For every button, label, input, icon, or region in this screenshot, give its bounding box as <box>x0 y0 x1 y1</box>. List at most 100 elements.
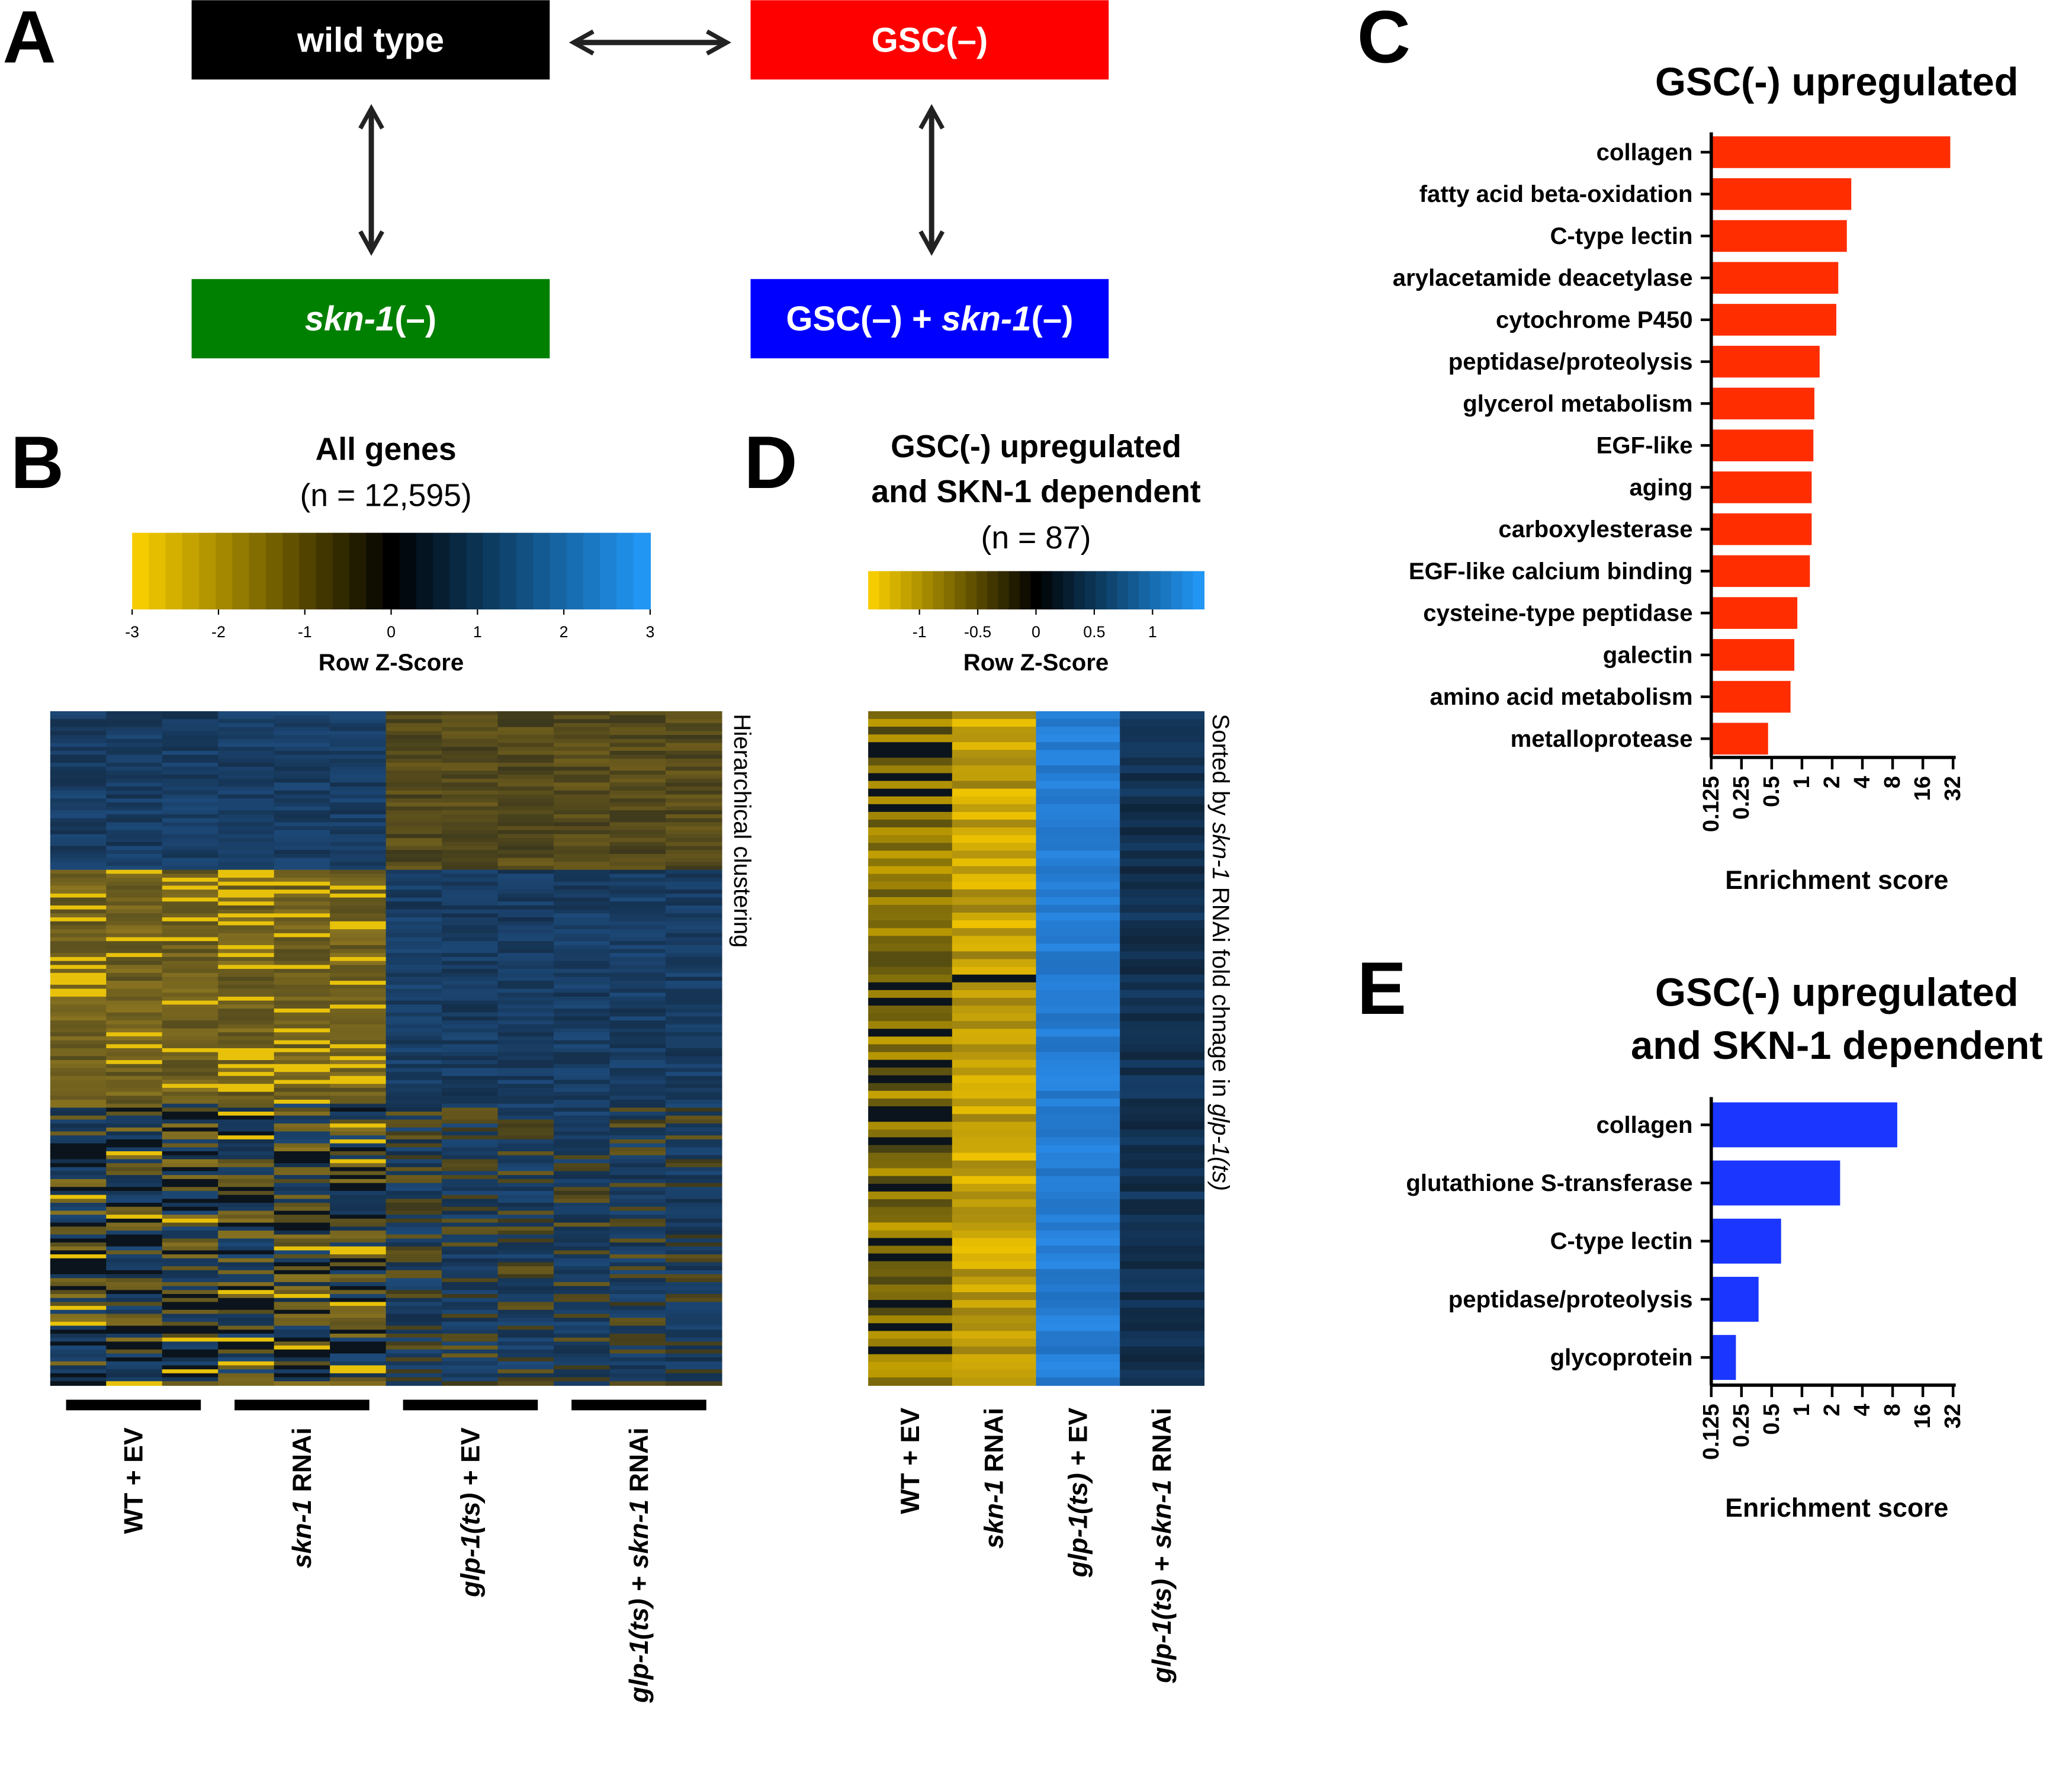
heatmap-cell <box>442 1337 499 1343</box>
column-label: WT + EV <box>895 1408 924 1514</box>
heatmap-cell <box>497 1040 555 1045</box>
heatmap-cell <box>554 1318 611 1322</box>
heatmap-cell <box>274 1218 331 1224</box>
heatmap-cell <box>554 1377 611 1382</box>
heatmap-cell <box>50 969 107 974</box>
heatmap-cell <box>274 1004 331 1010</box>
heatmap-cell <box>330 850 387 855</box>
heatmap-cell <box>162 1155 219 1160</box>
column-label-run: WT + EV <box>895 1408 924 1514</box>
heatmap-cell <box>554 1187 611 1192</box>
heatmap-cell <box>386 834 443 839</box>
heatmap-cell <box>497 1290 555 1295</box>
heatmap-cell <box>330 1298 387 1303</box>
heatmap-cell <box>442 1052 499 1057</box>
heatmap-cell <box>274 1187 331 1192</box>
heatmap-cell <box>1036 1315 1121 1324</box>
heatmap-cell <box>554 806 611 811</box>
heatmap-cell <box>1036 711 1121 720</box>
heatmap-cell <box>50 731 107 736</box>
heatmap-cell <box>554 838 611 843</box>
heatmap-cell <box>665 1302 722 1307</box>
bar <box>1711 513 1812 545</box>
heatmap-cell <box>386 1309 443 1315</box>
heatmap-cell <box>609 830 667 835</box>
heatmap-cell <box>386 1238 443 1244</box>
heatmap-cell <box>497 1373 555 1378</box>
heatmap-cell <box>1120 1315 1205 1324</box>
heatmap-cell <box>497 1139 555 1144</box>
heatmap-cell <box>665 798 722 803</box>
heatmap-cell <box>162 1056 219 1061</box>
heatmap-cell <box>330 1302 387 1307</box>
heatmap-cell <box>442 1215 499 1219</box>
category-label: collagen <box>1596 1112 1693 1138</box>
heatmap-cell <box>330 853 387 859</box>
heatmap-cell <box>497 1016 555 1022</box>
column-label-run: RNAi <box>979 1408 1008 1479</box>
heatmap-cell <box>609 834 667 839</box>
tick-label: 0.5 <box>1083 623 1105 641</box>
x-axis-label: Enrichment score <box>1725 866 1948 895</box>
heatmap-cell <box>609 1028 667 1033</box>
heatmap-cell <box>665 1175 722 1180</box>
heatmap-cell <box>1036 928 1121 937</box>
heatmap-cell <box>50 1159 107 1164</box>
heatmap-cell <box>50 1155 107 1160</box>
node-label: wild type <box>297 21 444 59</box>
heatmap-cell <box>106 1195 163 1200</box>
colorbar-step <box>1171 571 1183 610</box>
bar <box>1711 136 1951 168</box>
heatmap-cell <box>162 1203 219 1208</box>
heatmap-cell <box>162 1314 219 1319</box>
heatmap-cell <box>665 865 722 871</box>
heatmap-cell <box>442 738 499 744</box>
heatmap-cell <box>218 1075 275 1081</box>
heatmap-cell <box>665 1195 722 1200</box>
heatmap-cell <box>386 1060 443 1065</box>
heatmap-cell <box>952 765 1037 774</box>
heatmap-cell <box>497 723 555 728</box>
heatmap-cell <box>218 977 275 982</box>
heatmap-cell <box>274 893 331 898</box>
heatmap-cell <box>609 1206 667 1212</box>
heatmap-cell <box>609 878 667 882</box>
heatmap-cell <box>665 1024 722 1029</box>
heatmap-cell <box>442 984 499 990</box>
heatmap-cell <box>442 711 499 716</box>
heatmap-cell <box>274 1242 331 1247</box>
heatmap-cell <box>106 862 163 867</box>
heatmap-cell <box>330 1318 387 1322</box>
heatmap-cell <box>609 853 667 859</box>
heatmap-cell <box>274 1123 331 1128</box>
heatmap-cell <box>554 798 611 803</box>
heatmap-cell <box>1120 990 1205 999</box>
heatmap-cell <box>442 956 499 962</box>
heatmap-cell <box>106 775 163 779</box>
heatmap-cell <box>218 1341 275 1347</box>
heatmap-cell <box>868 711 953 720</box>
heatmap-cell <box>442 1044 499 1049</box>
heatmap-cell <box>1120 858 1205 867</box>
heatmap-cell <box>554 897 611 903</box>
heatmap-cell <box>330 878 387 882</box>
heatmap-cell <box>50 782 107 788</box>
tick-label: 32 <box>1941 776 1965 801</box>
heatmap-cell <box>952 734 1037 743</box>
heatmap-cell <box>554 1341 611 1347</box>
heatmap-cell <box>330 890 387 894</box>
heatmap-cell <box>274 738 331 744</box>
heatmap-cell <box>665 853 722 859</box>
node-box <box>191 0 550 80</box>
heatmap-cell <box>274 981 331 985</box>
heatmap-cell <box>554 953 611 958</box>
heatmap-cell <box>554 1024 611 1029</box>
heatmap-cell <box>162 917 219 922</box>
heatmap-cell <box>1120 1183 1205 1193</box>
heatmap-cell <box>218 862 275 867</box>
heatmap-cell <box>218 1306 275 1311</box>
heatmap-cell <box>868 1222 953 1231</box>
heatmap-cell <box>665 723 722 728</box>
heatmap-cell <box>609 977 667 982</box>
heatmap-cell <box>162 735 219 740</box>
